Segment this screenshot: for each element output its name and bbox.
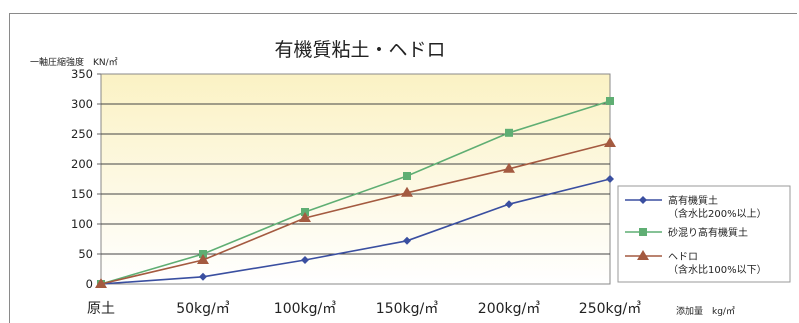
data-point [604, 137, 616, 147]
legend-label-note: （含水比100%以下） [668, 263, 767, 276]
chart-frame [9, 13, 797, 323]
legend-label: ヘドロ [668, 252, 698, 263]
data-point [401, 186, 413, 197]
data-point [503, 162, 515, 173]
series-line-3 [100, 142, 611, 285]
data-point [637, 250, 649, 260]
data-point [95, 278, 107, 288]
x-tick-label: 100kg/㎥ [274, 301, 336, 317]
y-tick-label: 0 [86, 277, 93, 291]
x-tick-labels: 原土 50kg/㎥ 100kg/㎥ 150kg/㎥ 200kg/㎥ 250kg/㎥ [87, 301, 641, 317]
data-point [606, 97, 614, 105]
data-point [403, 172, 411, 180]
data-point [606, 175, 614, 183]
y-tick-label: 100 [71, 217, 93, 231]
data-point [505, 200, 513, 209]
data-point [403, 236, 411, 245]
y-tick-label: 350 [71, 67, 93, 81]
y-tick-labels: 0 50 100 150 200 250 300 350 [71, 67, 93, 291]
y-tick-label: 200 [71, 157, 93, 171]
plot-area [100, 73, 611, 285]
x-axis-label: 添加量 kg/㎥ [676, 306, 735, 317]
x-tick-label: 50kg/㎥ [176, 301, 230, 317]
y-axis-label: 一軸圧縮強度 KN/㎡ [30, 56, 118, 68]
data-point [639, 228, 647, 236]
y-tick-label: 50 [78, 247, 93, 261]
series-line-1 [100, 178, 611, 285]
chart-title: 有機質粘土・ヘドロ [274, 39, 445, 61]
legend-label: 高有機質土 [668, 194, 718, 207]
y-tick-label: 150 [71, 187, 93, 201]
data-point [505, 128, 513, 137]
data-point [301, 256, 309, 264]
series-group [95, 97, 616, 288]
data-point [199, 272, 207, 281]
data-point [299, 212, 311, 222]
y-tick-label: 250 [71, 127, 93, 141]
legend-label-note: （含水比200%以上） [668, 207, 767, 220]
data-point [639, 196, 647, 204]
x-tick-label: 250kg/㎥ [579, 301, 641, 317]
x-tick-label: 原土 [87, 301, 115, 317]
series-line-2 [100, 100, 611, 285]
data-point [197, 254, 209, 264]
x-tick-label: 200kg/㎥ [478, 301, 540, 317]
x-tick-label: 150kg/㎥ [376, 301, 438, 317]
y-tick-label: 300 [71, 97, 93, 111]
legend-label: 砂混り高有機質土 [668, 226, 748, 239]
